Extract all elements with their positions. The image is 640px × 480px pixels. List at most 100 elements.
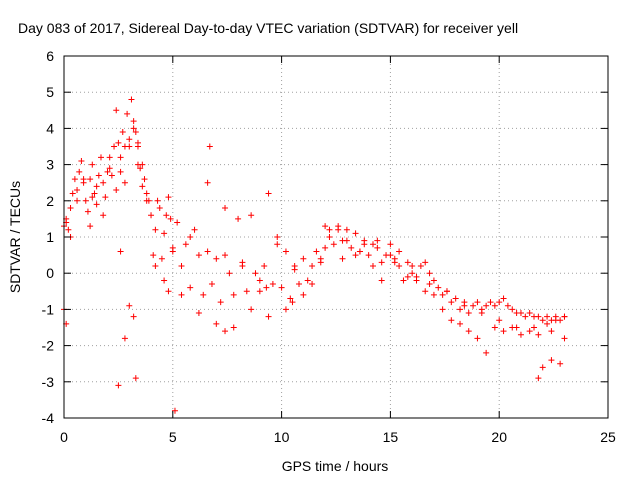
data-point xyxy=(248,212,255,219)
data-point xyxy=(143,190,150,197)
data-point xyxy=(365,252,372,259)
data-point xyxy=(115,139,122,146)
data-point xyxy=(339,255,346,262)
data-point xyxy=(491,302,498,309)
data-point xyxy=(126,302,133,309)
x-axis-label: GPS time / hours xyxy=(282,458,389,474)
data-point xyxy=(222,205,229,212)
y-tick-label: -4 xyxy=(42,410,55,426)
data-point xyxy=(374,244,381,251)
data-point xyxy=(496,317,503,324)
data-point xyxy=(65,226,72,233)
data-point xyxy=(230,291,237,298)
x-tick-label: 10 xyxy=(274,429,290,445)
y-tick-label: 1 xyxy=(46,229,54,245)
data-point xyxy=(513,324,520,331)
data-point xyxy=(165,288,172,295)
data-point xyxy=(448,317,455,324)
data-point xyxy=(322,244,329,251)
data-point xyxy=(557,360,564,367)
data-point xyxy=(263,284,270,291)
data-point xyxy=(269,281,276,288)
data-point xyxy=(531,324,538,331)
data-point xyxy=(500,295,507,302)
data-point xyxy=(548,328,555,335)
data-point xyxy=(76,168,83,175)
data-point xyxy=(93,201,100,208)
chart-title: Day 083 of 2017, Sidereal Day-to-day VTE… xyxy=(18,20,518,36)
data-point xyxy=(439,306,446,313)
data-point xyxy=(435,284,442,291)
data-point xyxy=(544,313,551,320)
data-point xyxy=(80,176,87,183)
data-point xyxy=(478,310,485,317)
data-point xyxy=(117,154,124,161)
data-point xyxy=(182,241,189,248)
data-point xyxy=(261,262,268,269)
y-tick-label: 0 xyxy=(46,265,54,281)
data-point xyxy=(67,205,74,212)
data-point xyxy=(213,255,220,262)
data-point xyxy=(206,143,213,150)
data-point xyxy=(461,302,468,309)
data-point xyxy=(409,262,416,269)
data-point xyxy=(265,313,272,320)
data-point xyxy=(409,270,416,277)
data-point xyxy=(387,252,394,259)
data-point xyxy=(374,237,381,244)
data-point xyxy=(282,248,289,255)
data-point xyxy=(422,288,429,295)
y-tick-label: -1 xyxy=(42,301,55,317)
data-point xyxy=(169,244,176,251)
data-point xyxy=(474,299,481,306)
data-point xyxy=(426,270,433,277)
data-point xyxy=(326,234,333,240)
data-point xyxy=(413,277,420,284)
grid-lines xyxy=(64,56,608,418)
data-point xyxy=(119,129,126,136)
data-point xyxy=(204,179,211,186)
data-point xyxy=(78,157,85,164)
data-point xyxy=(69,190,76,197)
data-point xyxy=(544,320,551,327)
data-point xyxy=(139,183,146,190)
data-point xyxy=(330,241,337,248)
data-point xyxy=(500,328,507,335)
data-point xyxy=(517,331,524,338)
data-point xyxy=(111,143,118,150)
data-point xyxy=(256,288,263,295)
data-point xyxy=(100,179,107,186)
data-point xyxy=(117,248,124,255)
data-point xyxy=(309,281,316,288)
data-point xyxy=(128,96,135,103)
data-point xyxy=(115,382,122,389)
data-point xyxy=(313,248,320,255)
data-point xyxy=(278,284,285,291)
x-tick-label: 25 xyxy=(600,429,616,445)
data-point xyxy=(82,197,89,204)
data-point xyxy=(132,129,139,136)
data-point xyxy=(326,226,333,233)
data-point xyxy=(126,136,133,143)
data-point xyxy=(452,295,459,302)
data-point xyxy=(161,277,168,284)
data-point xyxy=(174,219,181,226)
data-point xyxy=(239,259,246,266)
data-point xyxy=(496,299,503,306)
data-point xyxy=(352,252,359,259)
data-point xyxy=(230,324,237,331)
data-point xyxy=(108,172,115,179)
data-point xyxy=(222,252,229,259)
data-point xyxy=(87,176,94,183)
data-point xyxy=(387,241,394,248)
data-point xyxy=(256,277,263,284)
data-point xyxy=(235,215,242,222)
data-point xyxy=(156,205,163,212)
data-point xyxy=(430,291,437,298)
data-point xyxy=(187,284,194,291)
data-point xyxy=(248,306,255,313)
data-point xyxy=(287,295,294,302)
data-point xyxy=(282,306,289,313)
data-point xyxy=(548,357,555,364)
